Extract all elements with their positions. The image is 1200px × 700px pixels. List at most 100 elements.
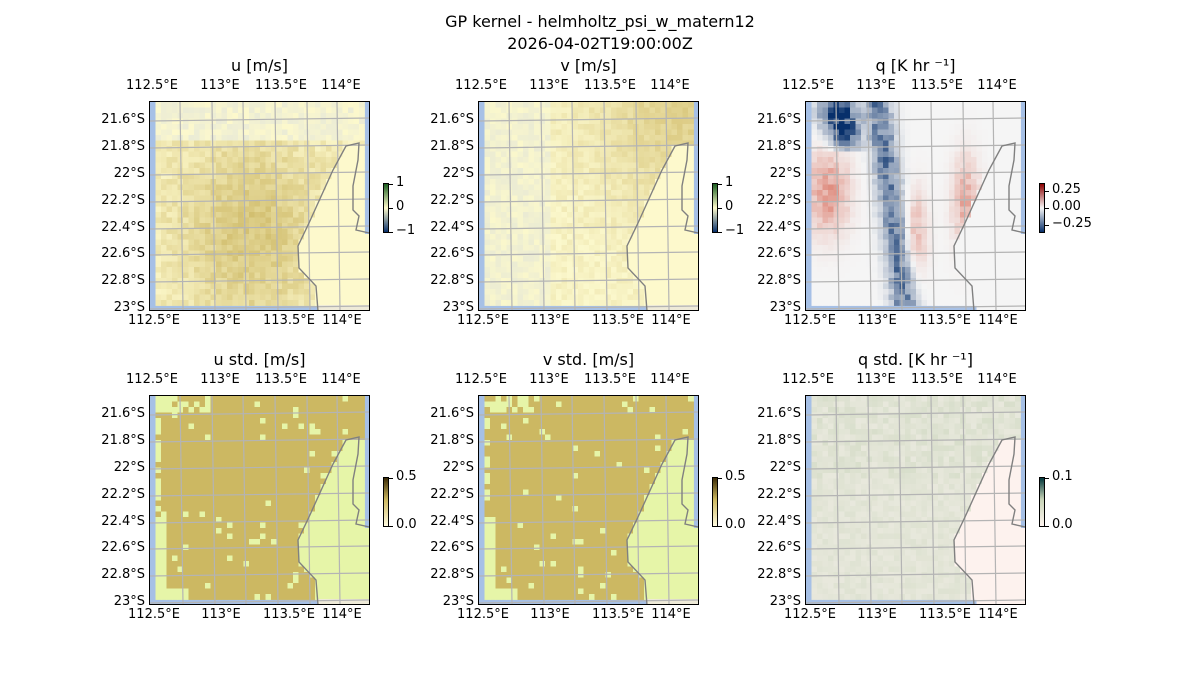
map-field: [805, 395, 1027, 606]
y-tick-label: 22.8°S: [757, 567, 801, 582]
map-panel: [149, 101, 371, 312]
x-tick-label-top: 113°E: [529, 78, 569, 93]
colorbar-tick-mark: [1045, 478, 1049, 479]
x-tick-label-bottom: 113°E: [530, 313, 570, 328]
y-tick-label: 23°S: [769, 594, 801, 609]
x-tick-label-bottom: 113.5°E: [263, 607, 315, 622]
field-cells: [811, 396, 1027, 606]
panel-title: q [K hr ⁻¹]: [875, 56, 956, 75]
y-tick-label: 22.8°S: [757, 273, 801, 288]
x-tick-label-bottom: 113°E: [530, 607, 570, 622]
panel-title: v [m/s]: [560, 56, 617, 75]
x-tick-label-bottom: 112.5°E: [128, 313, 180, 328]
y-tick-label: 22.2°S: [101, 193, 145, 208]
colorbar-tick-label: 1: [725, 175, 734, 190]
x-tick-label-bottom: 114°E: [651, 313, 691, 328]
x-tick-label-top: 114°E: [977, 372, 1017, 387]
y-tick-label: 23°S: [113, 300, 145, 315]
x-tick-label-top: 113.5°E: [255, 372, 307, 387]
x-tick-label-top: 113°E: [856, 78, 896, 93]
y-tick-label: 21.8°S: [101, 139, 145, 154]
y-tick-label: 22.2°S: [430, 487, 474, 502]
x-tick-label-bottom: 114°E: [322, 313, 362, 328]
map-field: [805, 101, 1027, 312]
y-tick-label: 21.6°S: [101, 406, 145, 421]
map-field: [149, 101, 371, 312]
y-tick-label: 22.6°S: [430, 540, 474, 555]
gridlines: [805, 101, 1026, 311]
y-tick-label: 22.4°S: [757, 514, 801, 529]
coastline: [626, 436, 699, 606]
coastline: [297, 436, 370, 606]
y-tick-label: 22.8°S: [101, 567, 145, 582]
y-tick-label: 22.4°S: [101, 220, 145, 235]
y-tick-label: 22.4°S: [430, 220, 474, 235]
y-tick-label: 22.2°S: [757, 487, 801, 502]
y-tick-label: 23°S: [442, 594, 474, 609]
y-tick-label: 22.6°S: [757, 246, 801, 261]
x-tick-label-top: 114°E: [650, 372, 690, 387]
colorbar-tick-label: 0.00: [1052, 199, 1081, 214]
y-tick-label: 22.6°S: [101, 540, 145, 555]
x-tick-label-bottom: 112.5°E: [457, 607, 509, 622]
y-tick-label: 22.2°S: [757, 193, 801, 208]
coastline: [953, 142, 1026, 312]
colorbar-tick-mark: [389, 526, 393, 527]
map-panel: [805, 395, 1027, 606]
x-tick-label-top: 114°E: [321, 372, 361, 387]
y-tick-label: 23°S: [769, 300, 801, 315]
x-tick-label-top: 114°E: [321, 78, 361, 93]
colorbar-tick-label: 0: [396, 199, 405, 214]
coastline: [626, 142, 699, 312]
colorbar-tick-mark: [1045, 208, 1049, 209]
panel-title: v std. [m/s]: [542, 350, 635, 369]
x-tick-label-top: 112.5°E: [782, 78, 834, 93]
y-tick-label: 22.6°S: [757, 540, 801, 555]
panel-title: u std. [m/s]: [213, 350, 306, 369]
colorbar-tick-mark: [1045, 526, 1049, 527]
x-tick-label-bottom: 114°E: [978, 607, 1018, 622]
x-tick-label-top: 113.5°E: [584, 78, 636, 93]
x-tick-label-top: 114°E: [977, 78, 1017, 93]
x-tick-label-top: 114°E: [650, 78, 690, 93]
map-field: [478, 395, 700, 606]
colorbar-tick-mark: [718, 208, 722, 209]
x-tick-label-bottom: 112.5°E: [128, 607, 180, 622]
y-tick-label: 22.8°S: [430, 273, 474, 288]
colorbar-tick-label: 0.0: [725, 517, 746, 532]
colorbar-tick-label: 0.5: [396, 469, 417, 484]
x-tick-label-bottom: 113.5°E: [263, 313, 315, 328]
coastline: [953, 436, 1026, 606]
colorbar-tick-label: 0.1: [1052, 469, 1073, 484]
colorbar-tick-label: −0.25: [1052, 216, 1092, 232]
y-tick-label: 22.4°S: [430, 514, 474, 529]
y-tick-label: 21.6°S: [101, 112, 145, 127]
colorbar-tick-mark: [718, 232, 722, 233]
gridlines: [478, 395, 699, 605]
colorbar-tick-label: −1: [725, 223, 745, 238]
y-tick-label: 22.6°S: [101, 246, 145, 261]
x-tick-label-top: 113.5°E: [911, 78, 963, 93]
x-tick-label-top: 113°E: [200, 78, 240, 93]
y-tick-label: 21.6°S: [430, 112, 474, 127]
x-tick-label-top: 112.5°E: [126, 78, 178, 93]
x-tick-label-bottom: 113.5°E: [592, 313, 644, 328]
x-tick-label-bottom: 113°E: [201, 313, 241, 328]
colorbar-tick-mark: [718, 526, 722, 527]
colorbar-tick-label: 1: [396, 175, 405, 190]
x-tick-label-top: 112.5°E: [455, 78, 507, 93]
y-tick-label: 21.8°S: [101, 433, 145, 448]
y-tick-label: 22.6°S: [430, 246, 474, 261]
y-tick-label: 22.4°S: [757, 220, 801, 235]
colorbar: [712, 477, 718, 527]
x-tick-label-bottom: 113°E: [201, 607, 241, 622]
x-tick-label-top: 113.5°E: [255, 78, 307, 93]
y-tick-label: 21.8°S: [430, 139, 474, 154]
coastline: [297, 142, 370, 312]
gridlines: [805, 395, 1026, 605]
colorbar: [383, 477, 389, 527]
y-tick-label: 22°S: [113, 166, 145, 181]
x-tick-label-bottom: 112.5°E: [784, 313, 836, 328]
y-tick-label: 22°S: [113, 460, 145, 475]
x-tick-label-bottom: 113.5°E: [919, 313, 971, 328]
